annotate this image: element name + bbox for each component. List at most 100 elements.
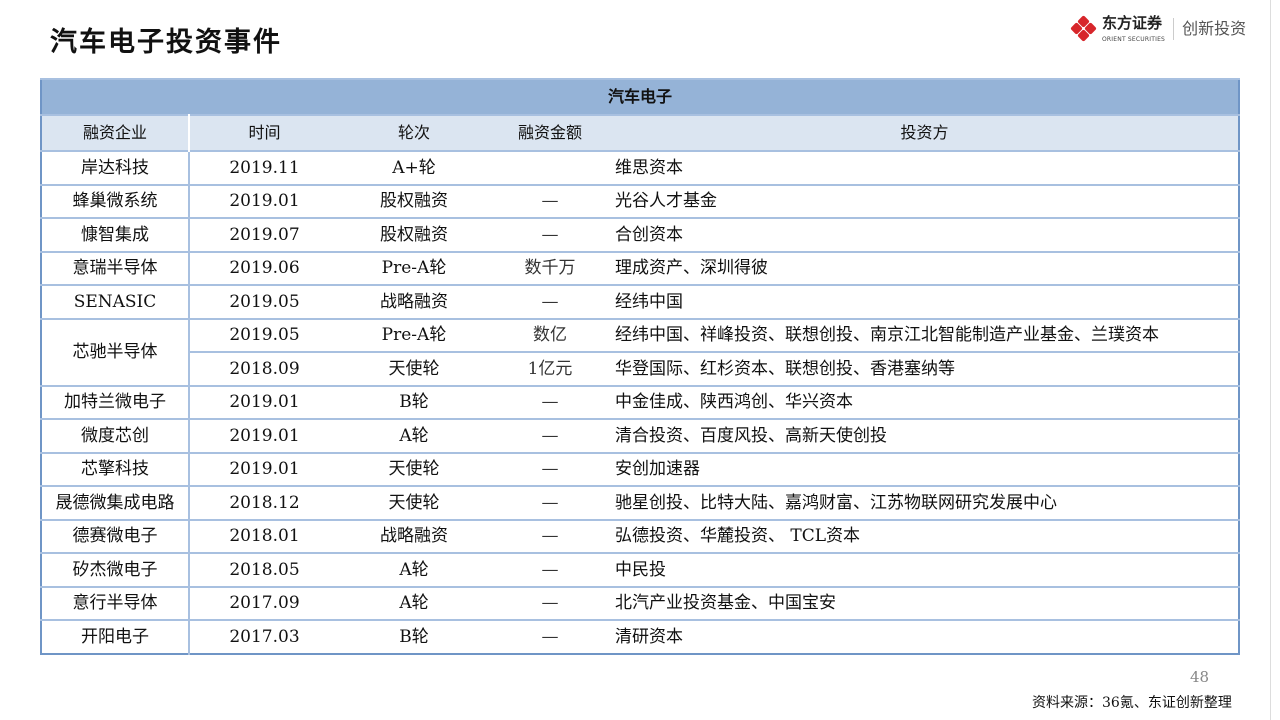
cell-company: 芯擎科技	[41, 451, 190, 486]
cell-round: 天使轮	[339, 451, 489, 486]
cell-company: 加特兰微电子	[41, 384, 190, 419]
cell-date: 2019.11	[189, 150, 339, 185]
cell-amount: 数亿	[489, 317, 611, 352]
cell-round: A+轮	[339, 150, 489, 185]
cell-round: 股权融资	[339, 183, 489, 218]
table-row: 意瑞半导体 2019.06 Pre-A轮 数千万 理成资产、深圳得彼	[41, 250, 1239, 285]
cell-amount: —	[489, 384, 611, 419]
cell-amount: —	[489, 619, 611, 654]
cell-amount: —	[489, 585, 611, 620]
cell-round: A轮	[339, 418, 489, 453]
cell-date: 2019.06	[189, 250, 339, 285]
table-row: 开阳电子 2017.03 B轮 — 清研资本	[41, 619, 1239, 654]
table-row: 微度芯创 2019.01 A轮 — 清合投资、百度风投、高新天使创投	[41, 418, 1239, 453]
cell-company: 慷智集成	[41, 217, 190, 252]
cell-amount	[489, 150, 611, 185]
cell-amount: —	[489, 451, 611, 486]
cell-amount: —	[489, 552, 611, 587]
cell-company: 意行半导体	[41, 585, 190, 620]
cell-company: 开阳电子	[41, 619, 190, 654]
cell-company: 矽杰微电子	[41, 552, 190, 587]
cell-round: Pre-A轮	[339, 317, 489, 352]
cell-company: 晟德微集成电路	[41, 485, 190, 520]
table-row: 加特兰微电子 2019.01 B轮 — 中金佳成、陕西鸿创、华兴资本	[41, 384, 1239, 419]
cell-amount: 1亿元	[489, 351, 611, 386]
cell-investors: 合创资本	[611, 217, 1239, 252]
cell-date: 2019.01	[189, 451, 339, 486]
cell-investors: 维思资本	[611, 150, 1239, 185]
cell-company: SENASIC	[41, 284, 190, 319]
cell-date: 2019.01	[189, 183, 339, 218]
table-row: SENASIC 2019.05 战略融资 — 经纬中国	[41, 284, 1239, 319]
cell-amount: —	[489, 284, 611, 319]
table-row: 慷智集成 2019.07 股权融资 — 合创资本	[41, 217, 1239, 252]
header-amount: 融资金额	[489, 114, 611, 151]
cell-date: 2018.01	[189, 518, 339, 553]
cell-company: 芯驰半导体	[41, 317, 190, 386]
cell-investors: 清研资本	[611, 619, 1239, 654]
cell-amount: —	[489, 418, 611, 453]
table-row: 芯驰半导体 2019.05 Pre-A轮 数亿 经纬中国、祥峰投资、联想创投、南京江北智…	[41, 317, 1239, 386]
cell-date: 2019.07	[189, 217, 339, 252]
slide-edge	[1270, 0, 1271, 720]
cell-investors: 华登国际、红杉资本、联想创投、香港塞纳等	[611, 351, 1239, 386]
source-note: 资料来源：36氪、东证创新整理	[1032, 695, 1232, 711]
cell-round: 股权融资	[339, 217, 489, 252]
cell-investors: 中金佳成、陕西鸿创、华兴资本	[611, 384, 1239, 419]
cell-date: 2017.03	[189, 619, 339, 654]
header-company: 融资企业	[41, 114, 190, 151]
cell-investors: 经纬中国、祥峰投资、联想创投、南京江北智能制造产业基金、兰璞资本	[611, 317, 1239, 352]
cell-date: 2018.12	[189, 485, 339, 520]
header-round: 轮次	[339, 114, 489, 151]
table-row: 意行半导体 2017.09 A轮 — 北汽产业投资基金、中国宝安	[41, 585, 1239, 620]
table-row: 2018.09 天使轮 1亿元 华登国际、红杉资本、联想创投、香港塞纳等	[41, 351, 1239, 386]
cell-date: 2017.09	[189, 585, 339, 620]
cell-investors: 光谷人才基金	[611, 183, 1239, 218]
cell-date: 2019.01	[189, 418, 339, 453]
cell-date: 2019.05	[189, 284, 339, 319]
table-row: 德赛微电子 2018.01 战略融资 — 弘德投资、华麓投资、 TCL资本	[41, 518, 1239, 553]
cell-round: 天使轮	[339, 351, 489, 386]
logo-name-en: ORIENT SECURITIES	[1102, 36, 1166, 43]
cell-amount: 数千万	[489, 250, 611, 285]
page-title: 汽车电子投资事件	[50, 27, 282, 58]
table-section-title: 汽车电子	[41, 78, 1239, 115]
cell-amount: —	[489, 217, 611, 252]
cell-company: 德赛微电子	[41, 518, 190, 553]
header-date: 时间	[189, 114, 339, 151]
cell-date: 2019.01	[189, 384, 339, 419]
cell-amount: —	[489, 485, 611, 520]
table-row: 岸达科技 2019.11 A+轮 维思资本	[41, 150, 1239, 185]
logo-subtitle: 创新投资	[1182, 19, 1247, 38]
cell-investors: 中民投	[611, 552, 1239, 587]
cell-date: 2018.09	[189, 351, 339, 386]
table-row: 晟德微集成电路 2018.12 天使轮 — 驰星创投、比特大陆、嘉鸿财富、江苏物联网研究…	[41, 485, 1239, 520]
cell-round: 天使轮	[339, 485, 489, 520]
orient-logo-icon	[1070, 15, 1097, 42]
cell-investors: 弘德投资、华麓投资、 TCL资本	[611, 518, 1239, 553]
cell-round: B轮	[339, 619, 489, 654]
cell-round: A轮	[339, 585, 489, 620]
cell-amount: —	[489, 183, 611, 218]
cell-date: 2019.05	[189, 317, 339, 352]
cell-date: 2018.05	[189, 552, 339, 587]
cell-round: B轮	[339, 384, 489, 419]
cell-round: A轮	[339, 552, 489, 587]
page-number: 48	[1190, 668, 1210, 686]
cell-round: 战略融资	[339, 518, 489, 553]
cell-investors: 安创加速器	[611, 451, 1239, 486]
table-row: 蜂巢微系统 2019.01 股权融资 — 光谷人才基金	[41, 183, 1239, 218]
logo: 东方证券 ORIENT SECURITIES 创新投资	[1070, 14, 1247, 44]
cell-company: 意瑞半导体	[41, 250, 190, 285]
cell-investors: 清合投资、百度风投、高新天使创投	[611, 418, 1239, 453]
table-row: 芯擎科技 2019.01 天使轮 — 安创加速器	[41, 451, 1239, 486]
cell-company: 岸达科技	[41, 150, 190, 185]
cell-investors: 北汽产业投资基金、中国宝安	[611, 585, 1239, 620]
cell-company: 微度芯创	[41, 418, 190, 453]
table-row: 矽杰微电子 2018.05 A轮 — 中民投	[41, 552, 1239, 587]
cell-investors: 驰星创投、比特大陆、嘉鸿财富、江苏物联网研究发展中心	[611, 485, 1239, 520]
logo-name: 东方证券	[1102, 14, 1163, 32]
cell-round: 战略融资	[339, 284, 489, 319]
cell-company: 蜂巢微系统	[41, 183, 190, 218]
logo-divider	[1173, 18, 1175, 40]
